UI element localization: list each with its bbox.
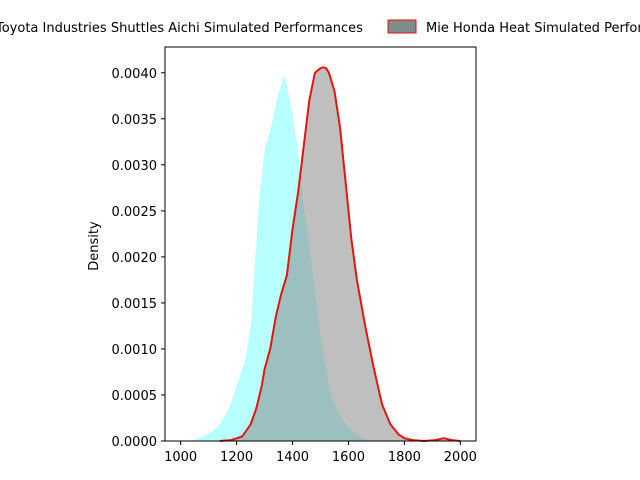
x-tick-label: 1400 [276, 450, 309, 465]
legend-item-toyota: Toyota Industries Shuttles Aichi Simulat… [0, 19, 363, 36]
x-tick-label: 1000 [164, 450, 197, 465]
legend-label-toyota: Toyota Industries Shuttles Aichi Simulat… [0, 21, 363, 36]
plot-frame [164, 46, 477, 442]
density-area-mie-honda [219, 67, 461, 442]
x-tick-label: 2000 [444, 450, 477, 465]
y-tick-label: 0.0025 [112, 205, 158, 220]
legend-label-mie-honda: Mie Honda Heat Simulated Performances [426, 21, 640, 36]
y-tick-label: 0.0020 [112, 251, 158, 266]
x-tick-label: 1600 [332, 450, 365, 465]
plot-area [164, 46, 477, 442]
y-tick-label: 0.0005 [112, 389, 158, 404]
y-tick-label: 0.0010 [112, 343, 158, 358]
y-tick-label: 0.0035 [112, 113, 158, 128]
y-tick-label: 0.0040 [112, 67, 158, 82]
y-axis-title: Density [87, 221, 102, 271]
legend-swatch-mie-honda [387, 19, 417, 34]
x-tick-label: 1800 [388, 450, 421, 465]
y-axis: 0.0000 0.0005 0.0010 0.0015 0.0020 0.0025 0.00… [112, 67, 165, 450]
y-tick-label: 0.0015 [112, 297, 158, 312]
legend-item-mie-honda: Mie Honda Heat Simulated Performances [387, 19, 640, 36]
y-tick-label: 0.0000 [112, 435, 158, 450]
legend: Toyota Industries Shuttles Aichi Simulat… [0, 19, 640, 36]
y-tick-label: 0.0030 [112, 159, 158, 174]
x-tick-label: 1200 [220, 450, 253, 465]
density-line-mie-honda [219, 66, 461, 442]
x-axis: 1000 1200 1400 1600 1800 2000 [164, 441, 477, 465]
